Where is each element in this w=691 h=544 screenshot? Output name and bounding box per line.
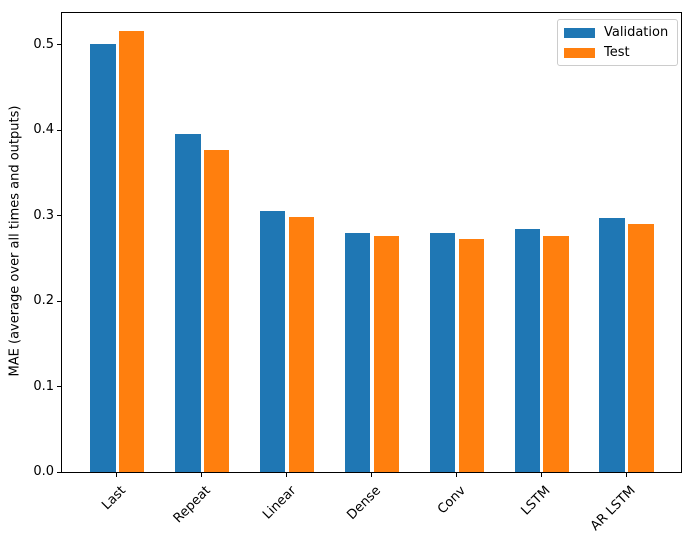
y-tick-label: 0.2 <box>33 293 54 309</box>
y-tick-mark <box>57 471 61 473</box>
y-tick-label: 0.4 <box>33 122 54 138</box>
test-swatch-icon <box>564 47 595 58</box>
legend-label-validation: Validation <box>604 25 669 40</box>
bar-validation-conv <box>429 232 456 472</box>
bar-validation-last <box>90 44 116 472</box>
bar-test-dense <box>373 236 400 472</box>
y-axis-label: MAE (average over all times and outputs) <box>7 105 23 377</box>
bar-test-lstm <box>543 236 569 472</box>
x-tick-label-lstm: LSTM <box>518 482 554 518</box>
y-tick-mark <box>57 386 61 388</box>
bar-validation-ar-lstm <box>599 218 625 472</box>
x-tick-label-conv: Conv <box>434 482 469 517</box>
bar-test-linear <box>288 216 315 472</box>
legend-item-test: Test <box>564 45 668 60</box>
y-tick-mark <box>57 215 61 217</box>
legend-item-validation: Validation <box>564 25 668 40</box>
y-tick-label: 0.5 <box>33 36 54 52</box>
y-tick-label: 0.1 <box>33 378 54 394</box>
x-tick-mark <box>201 472 203 477</box>
bar-test-repeat <box>203 150 230 472</box>
x-tick-label-dense: Dense <box>344 482 384 523</box>
bar-validation-linear <box>259 210 286 472</box>
x-tick-label-linear: Linear <box>259 482 300 522</box>
y-tick-mark <box>57 44 61 46</box>
bar-test-last <box>119 31 145 472</box>
y-tick-mark <box>57 300 61 302</box>
x-tick-label-repeat: Repeat <box>171 482 215 526</box>
validation-swatch-icon <box>564 27 595 38</box>
x-tick-mark <box>371 472 372 477</box>
bar-validation-dense <box>344 232 371 472</box>
y-tick-label: 0.3 <box>33 207 54 223</box>
x-tick-mark <box>540 472 542 477</box>
x-tick-label-last: Last <box>99 482 130 513</box>
x-tick-mark <box>455 472 457 477</box>
x-tick-mark <box>286 472 288 477</box>
plot-area <box>61 12 682 473</box>
x-tick-label-ar-lstm: AR LSTM <box>587 482 639 534</box>
bar-validation-lstm <box>514 228 541 472</box>
y-tick-mark <box>57 129 61 131</box>
y-tick-label: 0.0 <box>33 464 54 479</box>
x-tick-mark <box>116 472 118 477</box>
x-tick-mark <box>625 472 627 477</box>
bar-test-ar-lstm <box>628 224 654 472</box>
legend-label-test: Test <box>604 45 630 60</box>
bar-test-conv <box>458 238 485 472</box>
bar-validation-repeat <box>175 133 201 472</box>
legend: Validation Test <box>557 19 679 66</box>
